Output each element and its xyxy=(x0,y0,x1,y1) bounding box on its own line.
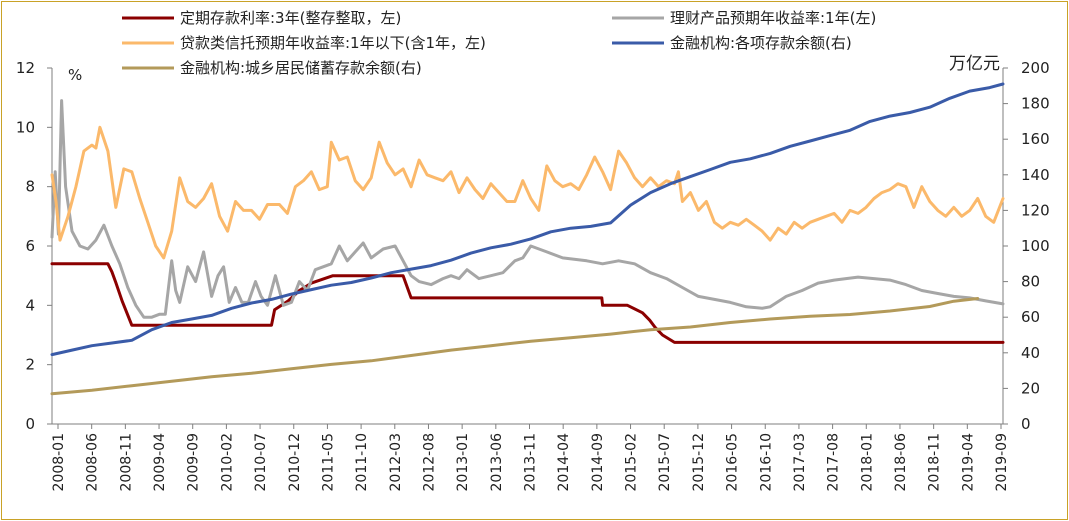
x-tick-label: 2018-11 xyxy=(927,433,943,492)
y-right-tick-label: 0 xyxy=(1021,415,1031,433)
y-right-tick-label: 120 xyxy=(1021,201,1050,219)
x-tick-label: 2010-07 xyxy=(253,433,269,492)
x-tick-label: 2011-10 xyxy=(354,433,370,492)
x-tick-label: 2008-01 xyxy=(51,433,67,492)
series-line-1 xyxy=(50,262,1005,344)
y-right-tick-label: 160 xyxy=(1021,130,1050,148)
x-tick-label: 2010-02 xyxy=(219,433,235,492)
y-right-tick-label: 40 xyxy=(1021,344,1040,362)
series-line-4 xyxy=(50,82,1005,357)
y-right-tick-label: 80 xyxy=(1021,273,1040,291)
y-right-tick-label: 200 xyxy=(1021,59,1050,77)
x-tick-label: 2014-09 xyxy=(590,433,606,492)
axes: 024681012020406080100120140160180200%万亿元… xyxy=(16,54,1050,492)
x-tick-label: 2015-07 xyxy=(657,433,673,492)
x-tick-label: 2012-03 xyxy=(388,433,404,492)
y-left-tick-label: 8 xyxy=(25,178,35,196)
x-tick-label: 2009-09 xyxy=(186,433,202,492)
y-right-tick-label: 60 xyxy=(1021,308,1040,326)
y-left-tick-label: 6 xyxy=(25,237,35,255)
x-tick-label: 2008-11 xyxy=(118,433,134,492)
x-tick-label: 2013-06 xyxy=(489,433,505,492)
x-tick-label: 2015-02 xyxy=(624,433,640,492)
x-tick-label: 2016-05 xyxy=(725,433,741,492)
legend: 定期存款利率:3年(整存整取，左) 理财产品预期年收益率:1年(左) 贷款类信托预期… xyxy=(122,9,876,77)
x-tick-label: 2011-05 xyxy=(320,433,336,492)
y-right-tick-label: 180 xyxy=(1021,95,1050,113)
series-line-3 xyxy=(50,125,1005,260)
x-tick-label: 2018-01 xyxy=(859,433,875,492)
y-left-tick-label: 12 xyxy=(16,59,35,77)
legend-label-3: 贷款类信托预期年收益率:1年以下(含1年，左) xyxy=(180,34,486,52)
y-left-tick-label: 0 xyxy=(25,415,35,433)
legend-label-4: 金融机构:各项存款余额(右) xyxy=(670,34,852,52)
y-left-tick-label: 4 xyxy=(25,296,35,314)
legend-label-2: 理财产品预期年收益率:1年(左) xyxy=(670,9,876,27)
x-tick-label: 2017-08 xyxy=(826,433,842,492)
x-tick-label: 2010-12 xyxy=(287,433,303,492)
y-right-tick-label: 20 xyxy=(1021,379,1040,397)
x-tick-label: 2014-04 xyxy=(556,433,572,492)
x-tick-label: 2009-04 xyxy=(152,433,168,492)
series-line-2 xyxy=(50,99,1005,319)
y-right-tick-label: 140 xyxy=(1021,166,1050,184)
y-left-tick-label: 10 xyxy=(16,118,35,136)
series-line-5 xyxy=(50,297,980,396)
y-right-unit: 万亿元 xyxy=(949,54,1000,74)
x-tick-label: 2017-03 xyxy=(792,433,808,492)
x-tick-label: 2016-10 xyxy=(758,433,774,492)
x-tick-label: 2012-08 xyxy=(421,433,437,492)
y-left-unit: % xyxy=(68,66,82,84)
x-tick-label: 2018-06 xyxy=(893,433,909,492)
x-tick-label: 2013-01 xyxy=(455,433,471,492)
series-group xyxy=(50,82,1005,396)
legend-label-5: 金融机构:城乡居民储蓄存款余额(右) xyxy=(180,59,422,77)
x-tick-label: 2019-04 xyxy=(960,433,976,492)
legend-label-1: 定期存款利率:3年(整存整取，左) xyxy=(180,9,401,27)
y-right-tick-label: 100 xyxy=(1021,237,1050,255)
y-left-tick-label: 2 xyxy=(25,356,35,374)
x-tick-label: 2015-12 xyxy=(691,433,707,492)
x-tick-label: 2008-06 xyxy=(85,433,101,492)
x-tick-label: 2013-11 xyxy=(523,433,539,492)
x-tick-label: 2019-09 xyxy=(994,433,1010,492)
